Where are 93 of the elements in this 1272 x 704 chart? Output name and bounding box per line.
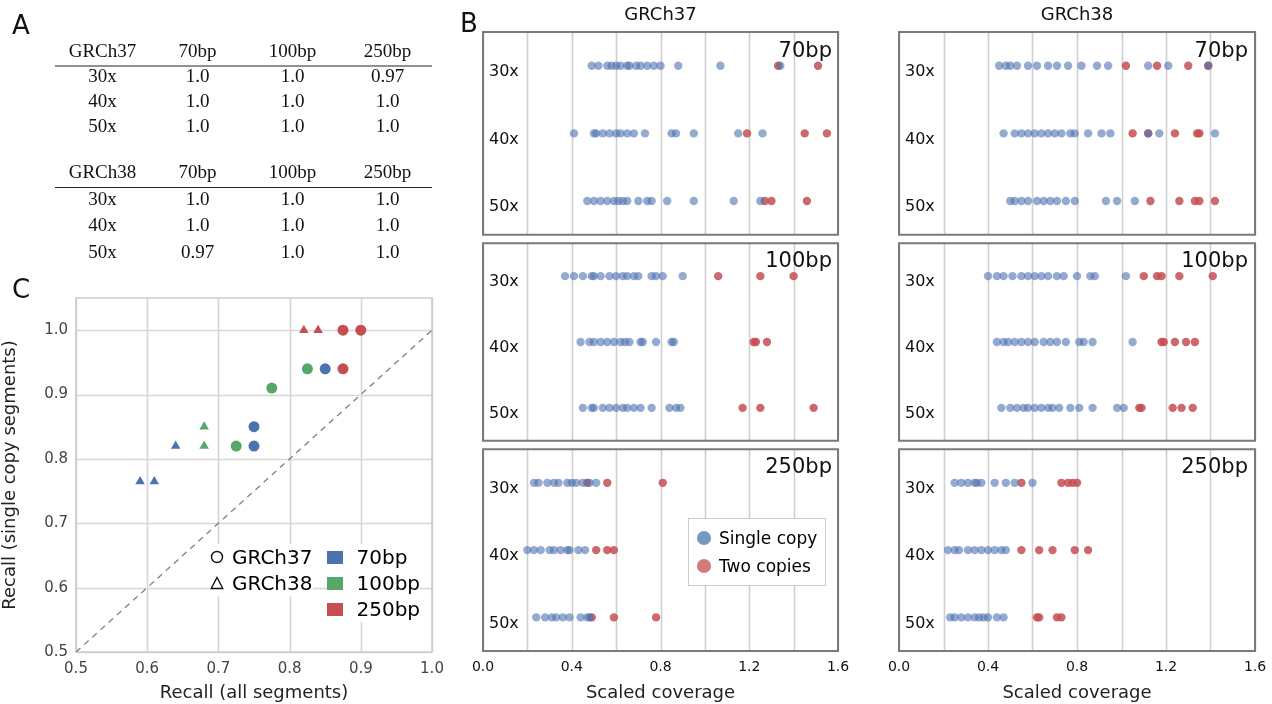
annotation: GRCh37: [232, 545, 313, 569]
y-tick-label: 50x: [489, 196, 519, 216]
y-tick-label: 0.6: [44, 577, 68, 596]
data-label: 0.97: [180, 240, 215, 262]
y-tick-label: 30x: [905, 60, 935, 80]
x-tick-label: 1.0: [420, 658, 444, 677]
x-tick-label: 100bp: [268, 40, 317, 62]
y-tick-label: 30x: [88, 65, 118, 87]
y-tick-label: 50x: [905, 196, 935, 216]
x-tick-label: 0.8: [1065, 658, 1089, 675]
data-label: 1.0: [280, 187, 305, 209]
data-label: 1.0: [280, 214, 305, 236]
y-tick-label: 50x: [88, 115, 118, 137]
annotation: 250bp: [765, 454, 832, 478]
y-tick-label: 40x: [88, 214, 118, 236]
y-tick-label: 50x: [88, 240, 118, 262]
x-tick-label: 0.9: [348, 658, 373, 677]
x-tick-label: 70bp: [178, 40, 217, 62]
x-tick-label: 70bp: [178, 161, 217, 183]
x-tick-label: 0.5: [64, 658, 88, 677]
data-label: 1.0: [375, 187, 400, 209]
y-tick-label: 40x: [905, 128, 935, 148]
legend: Single copy Two copies: [688, 518, 827, 587]
y-tick-label: 40x: [88, 90, 118, 112]
y-tick-label: 0.7: [44, 513, 68, 532]
legend-label: 250bp: [356, 597, 421, 621]
legend-label: 70bp: [356, 545, 408, 569]
data-label: 1.0: [375, 115, 400, 137]
data-label: 1.0: [185, 187, 210, 209]
x-tick-label: 1.6: [826, 658, 850, 675]
legend-label: 100bp: [356, 571, 421, 595]
y-tick-label: 50x: [489, 403, 519, 423]
data-label: 1.0: [375, 214, 400, 236]
y-tick-label: 50x: [905, 612, 935, 632]
annotation: 100bp: [1181, 248, 1248, 272]
y-tick-label: 40x: [489, 128, 519, 148]
y-tick-label: 30x: [88, 187, 118, 209]
y-tick-label: 40x: [905, 337, 935, 357]
y-axis-title: Recall (single copy segments): [0, 340, 20, 610]
x-axis-title: Scaled coverage: [585, 680, 736, 702]
data-label: 1.0: [280, 90, 305, 112]
x-tick-label: 100bp: [268, 161, 317, 183]
data-label: 1.0: [185, 115, 210, 137]
text: B: [460, 8, 478, 38]
legend-label: Single copy: [719, 528, 818, 549]
data-label: 1.0: [185, 65, 210, 87]
y-tick-label: 30x: [905, 271, 935, 291]
annotation: 100bp: [765, 248, 832, 272]
data-label: 1.0: [280, 240, 305, 262]
data-label: 0.97: [370, 65, 405, 87]
chart-title: GRCh37: [624, 2, 697, 24]
x-tick-label: 1.6: [1243, 658, 1267, 675]
x-tick-label: 0.0: [887, 658, 911, 675]
y-tick-label: 50x: [489, 612, 519, 632]
y-tick-label: 0.9: [44, 384, 68, 403]
chart-title: GRCh38: [68, 161, 137, 183]
legend-label: Two copies: [719, 556, 811, 577]
data-label: 1.0: [375, 90, 400, 112]
y-tick-label: 30x: [489, 60, 519, 80]
y-tick-label: 0.8: [44, 448, 68, 467]
x-tick-label: 0.4: [560, 658, 583, 675]
data-label: 1.0: [375, 240, 400, 262]
y-tick-label: 40x: [905, 545, 935, 565]
text: C: [12, 274, 31, 304]
annotation: 250bp: [1181, 454, 1248, 478]
data-label: 1.0: [185, 214, 210, 236]
y-tick-label: 1.0: [44, 320, 68, 339]
x-tick-label: 0.4: [976, 658, 1000, 675]
chart-title: GRCh38: [1040, 2, 1114, 24]
x-tick-label: 0.6: [135, 658, 160, 677]
x-tick-label: 250bp: [363, 161, 412, 183]
x-tick-label: 0.7: [206, 658, 231, 677]
x-tick-label: 0.0: [471, 658, 495, 675]
y-tick-label: 50x: [905, 403, 935, 423]
data-label: 1.0: [280, 115, 305, 137]
data-label: 1.0: [185, 90, 210, 112]
x-axis-title: Recall (all segments): [159, 680, 349, 702]
x-tick-label: 1.2: [738, 658, 761, 675]
x-tick-label: 0.8: [649, 658, 672, 675]
text: A: [12, 10, 30, 40]
chart-title: GRCh37: [68, 40, 137, 62]
y-tick-label: 0.5: [44, 641, 68, 660]
y-tick-label: 30x: [489, 477, 519, 497]
y-tick-label: 30x: [489, 271, 519, 291]
x-tick-label: 0.8: [277, 658, 302, 677]
data-label: 1.0: [280, 65, 305, 87]
y-tick-label: 40x: [489, 337, 519, 357]
y-tick-label: 30x: [905, 477, 935, 497]
annotation: GRCh38: [232, 571, 313, 595]
x-tick-label: 1.2: [1154, 658, 1178, 675]
x-axis-title: Scaled coverage: [1002, 680, 1152, 702]
y-tick-label: 40x: [489, 545, 519, 565]
x-tick-label: 250bp: [363, 40, 412, 62]
